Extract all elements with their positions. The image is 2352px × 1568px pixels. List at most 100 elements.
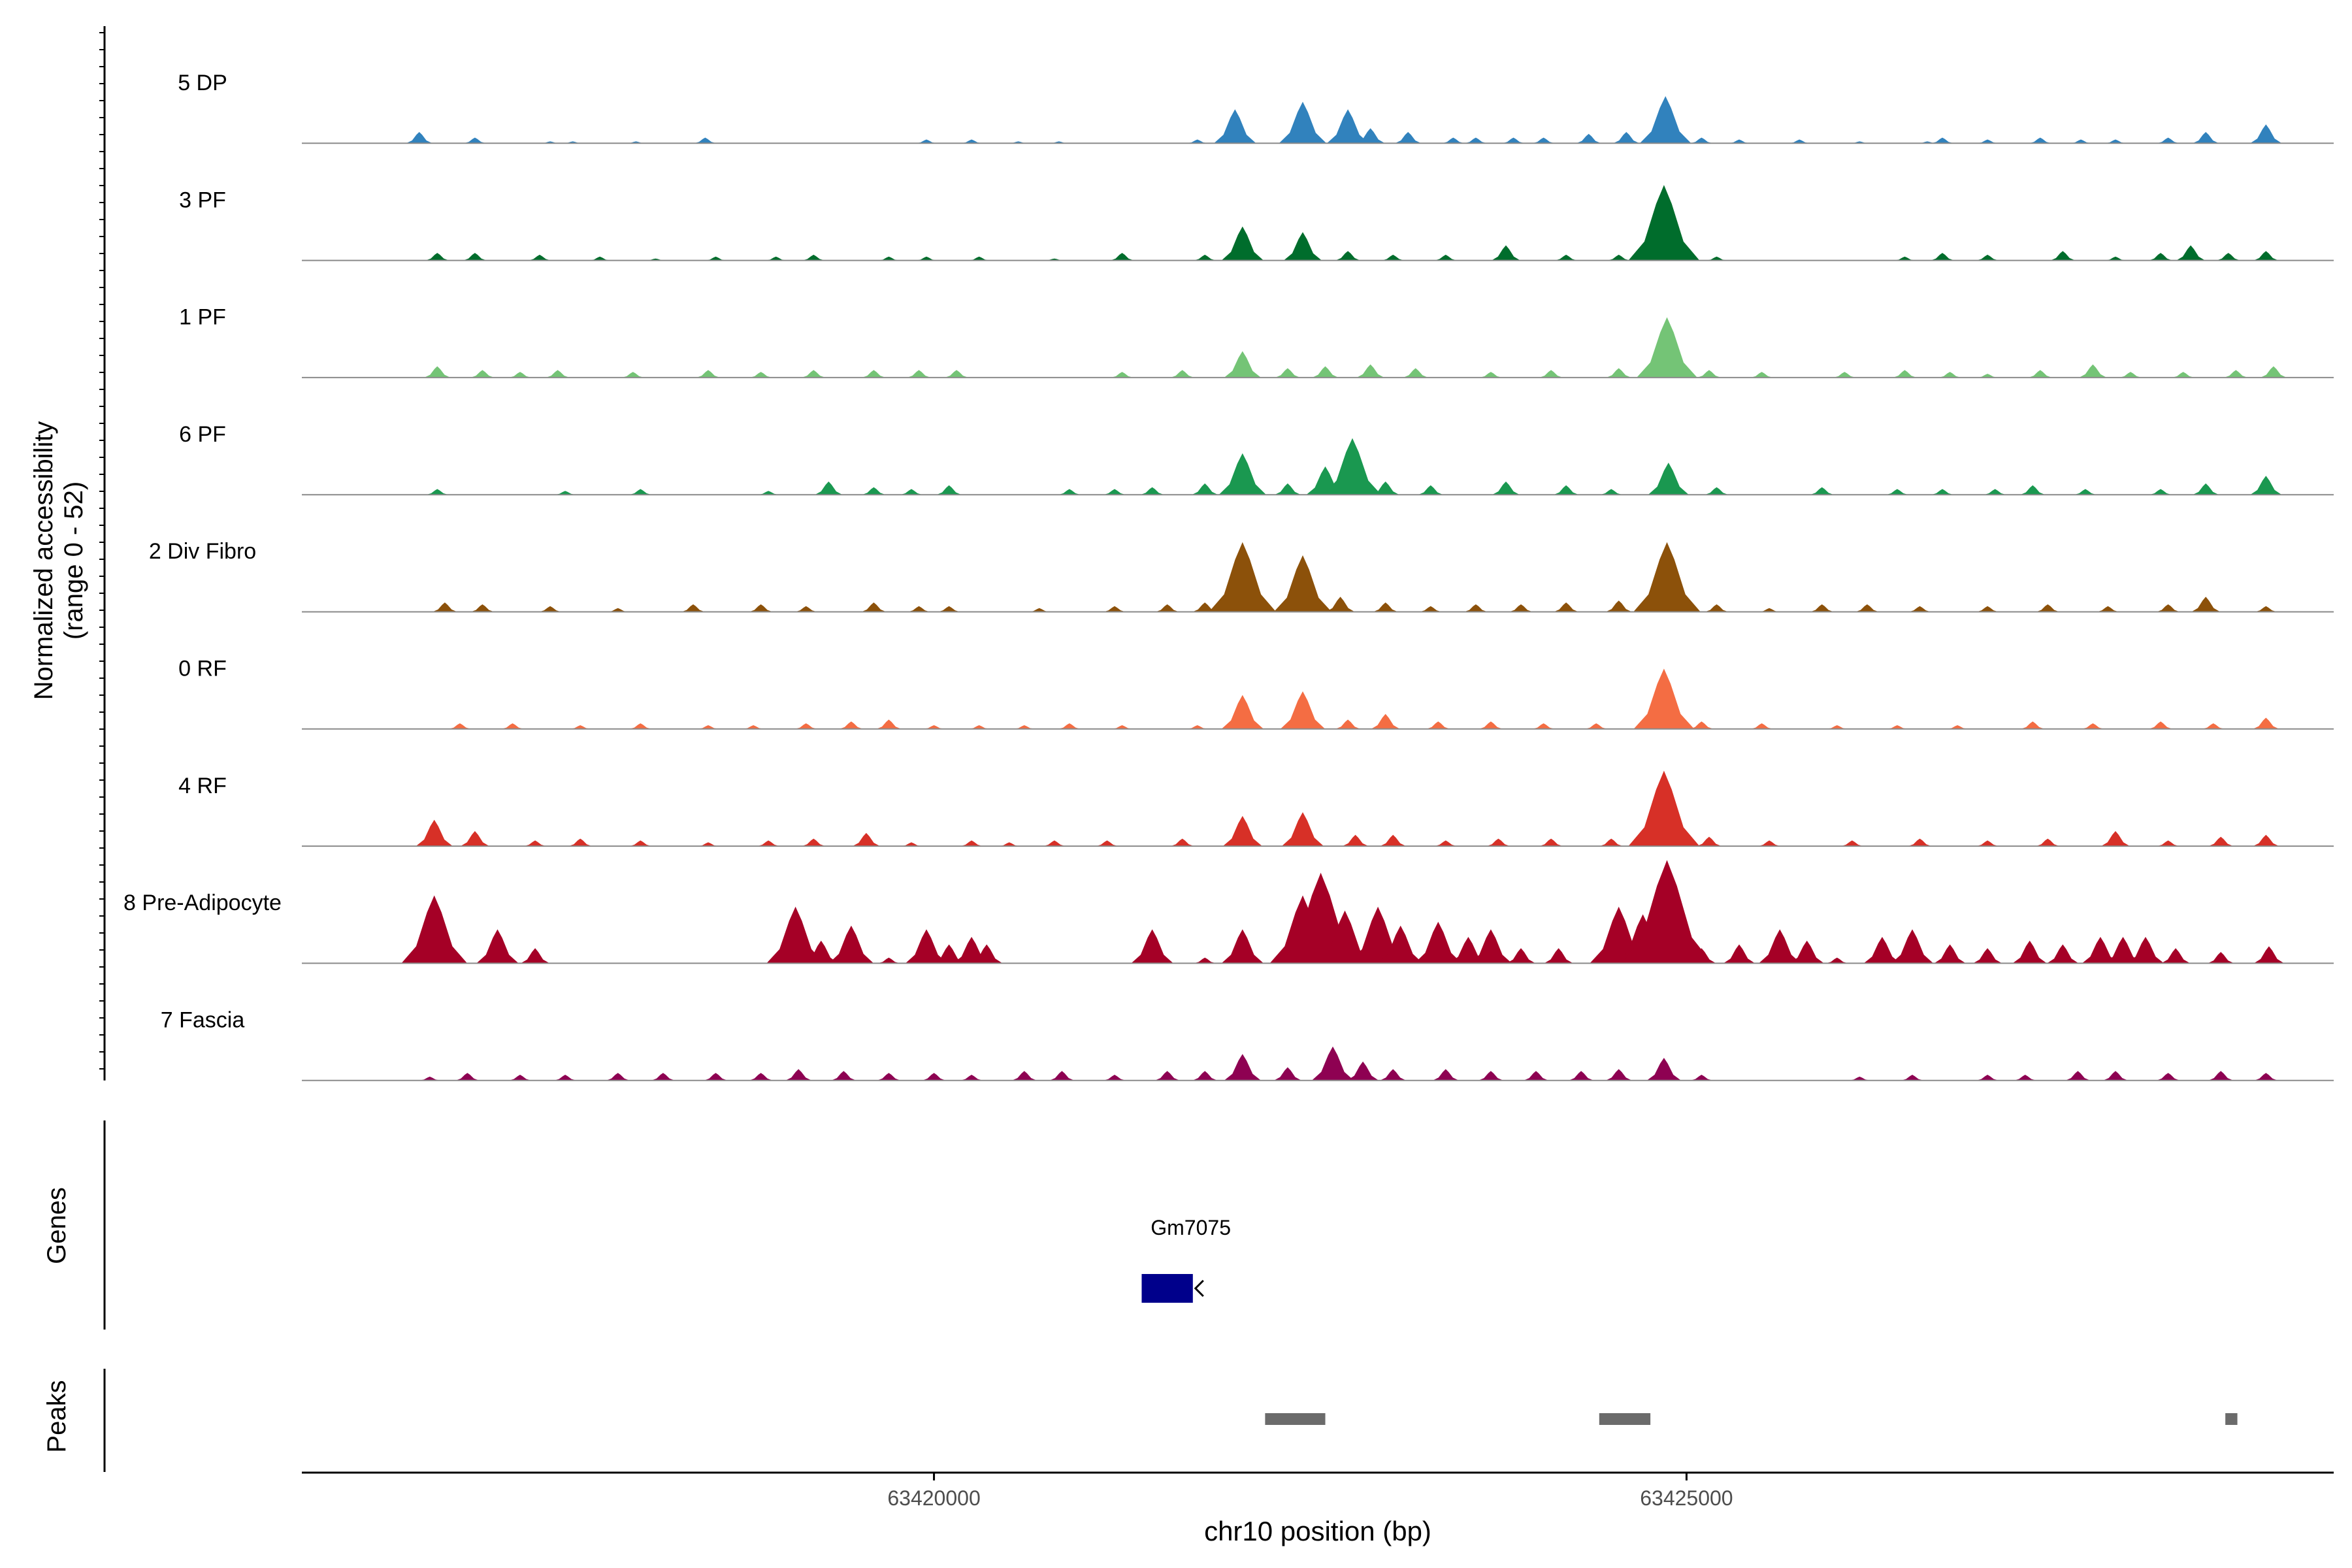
coverage-peak xyxy=(1380,1069,1407,1081)
track-label: 8 Pre-Adipocyte xyxy=(123,890,282,915)
coverage-peak xyxy=(1931,253,1955,261)
coverage-peak xyxy=(1218,453,1266,495)
coverage-peak xyxy=(1011,1071,1037,1081)
coverage-peak xyxy=(1403,368,1428,378)
coverage-peak xyxy=(1931,489,1954,495)
coverage-peak xyxy=(1569,1071,1594,1081)
coverage-peak xyxy=(1414,921,1462,964)
coverage-peak xyxy=(878,256,900,261)
x-axis: 63420000 63425000 chr10 position (bp) xyxy=(302,1471,2334,1546)
coverage-peak xyxy=(923,725,945,729)
coverage-peak xyxy=(1194,957,1217,964)
coverage-peak xyxy=(2082,723,2104,729)
coverage-peak xyxy=(704,1073,728,1081)
coverage-peak xyxy=(936,485,962,495)
coverage-peak xyxy=(1464,137,1487,144)
coverage-peak xyxy=(501,723,524,729)
coverage-peak xyxy=(1486,838,1511,847)
strand-arrow-icon xyxy=(1194,1279,1204,1298)
coverage-track: 4 RF xyxy=(178,770,2334,847)
coverage-peak xyxy=(907,606,930,612)
coverage-peak xyxy=(2253,717,2279,729)
coverage-track: 0 RF xyxy=(178,657,2334,730)
coverage-peak xyxy=(1938,372,1961,378)
coverage-peak xyxy=(1395,132,1422,144)
coverage-peak xyxy=(2047,944,2079,964)
coverage-peak xyxy=(1705,487,1729,495)
coverage-peak xyxy=(1696,836,1722,847)
track-label: 3 PF xyxy=(179,188,226,212)
coverage-peak xyxy=(621,372,644,378)
coverage-peak xyxy=(1281,812,1324,847)
coverage-peak xyxy=(1554,602,1579,612)
coverage-peak xyxy=(539,606,562,612)
coverage-peak xyxy=(1690,721,1714,729)
peak-region xyxy=(2225,1413,2238,1425)
coverage-peak xyxy=(1323,438,1382,495)
coverage-peak xyxy=(1209,542,1277,612)
coverage-peak xyxy=(1186,725,1208,729)
coverage-peak xyxy=(509,1075,532,1081)
coverage-peak xyxy=(1224,351,1261,378)
coverage-peak xyxy=(1335,719,1361,729)
x-axis-ticks: 63420000 63425000 xyxy=(887,1473,1733,1510)
coverage-peak xyxy=(1043,840,1066,847)
coverage-peak xyxy=(1891,929,1934,964)
coverage-peak xyxy=(1607,254,1630,261)
coverage-peak xyxy=(1758,840,1781,847)
coverage-peak xyxy=(804,940,838,964)
coverage-peak xyxy=(2074,489,2097,495)
coverage-peak xyxy=(463,253,487,261)
coverage-peak xyxy=(2149,489,2172,495)
coverage-peak xyxy=(1539,838,1563,847)
coverage-peak xyxy=(1311,1046,1354,1081)
coverage-peak xyxy=(1317,910,1373,964)
coverage-peak xyxy=(1613,132,1640,144)
coverage-peak xyxy=(802,370,826,378)
coverage-peak xyxy=(1976,840,1999,847)
coverage-peak xyxy=(2104,937,2142,964)
coverage-peak xyxy=(629,840,652,847)
coverage-peak xyxy=(1502,137,1525,144)
coverage-peak xyxy=(2193,483,2219,495)
coverage-peak xyxy=(606,1073,630,1081)
coverage-peak xyxy=(1280,691,1326,729)
coverage-peak xyxy=(2028,370,2052,378)
coverage-peak xyxy=(2250,124,2282,144)
coverage-peak xyxy=(1103,489,1126,495)
coverage-peak xyxy=(1606,368,1631,378)
coverage-peak xyxy=(1648,463,1689,495)
coverage-peak xyxy=(1194,254,1217,261)
coverage-peak xyxy=(2216,253,2240,261)
coverage-peak xyxy=(1434,254,1457,261)
peak-regions xyxy=(1265,1413,2238,1425)
coverage-peak xyxy=(1633,542,1701,612)
coverage-peak xyxy=(1628,185,1700,261)
coverage-peak xyxy=(554,1075,577,1081)
coverage-peak xyxy=(1170,838,1194,847)
coverage-peak xyxy=(766,906,825,964)
coverage-peak xyxy=(1544,948,1573,964)
coverage-peak xyxy=(419,1076,440,1081)
coverage-peak xyxy=(1110,253,1134,261)
coverage-peak xyxy=(2193,132,2219,144)
coverage-peak xyxy=(698,842,719,847)
coverage-peak xyxy=(1977,139,1999,144)
coverage-peak xyxy=(960,1075,983,1081)
coverage-peak xyxy=(2029,137,2051,144)
coverage-peak xyxy=(1690,137,1713,144)
coverage-peak xyxy=(794,723,817,729)
coverage-peak xyxy=(1356,364,1384,378)
coverage-peak xyxy=(2260,366,2287,378)
coverage-peak xyxy=(852,832,880,847)
coverage-peak xyxy=(2157,840,2180,847)
coverage-track: 6 PF xyxy=(179,422,2334,496)
coverage-peak xyxy=(1886,489,1908,495)
coverage-peak xyxy=(1111,372,1134,378)
coverage-peak xyxy=(1222,815,1262,847)
coverage-peak xyxy=(1810,487,1834,495)
coverage-peak xyxy=(1687,948,1716,964)
coverage-peak xyxy=(1759,929,1801,964)
coverage-peak xyxy=(877,957,900,964)
coverage-peak xyxy=(1283,232,1322,261)
